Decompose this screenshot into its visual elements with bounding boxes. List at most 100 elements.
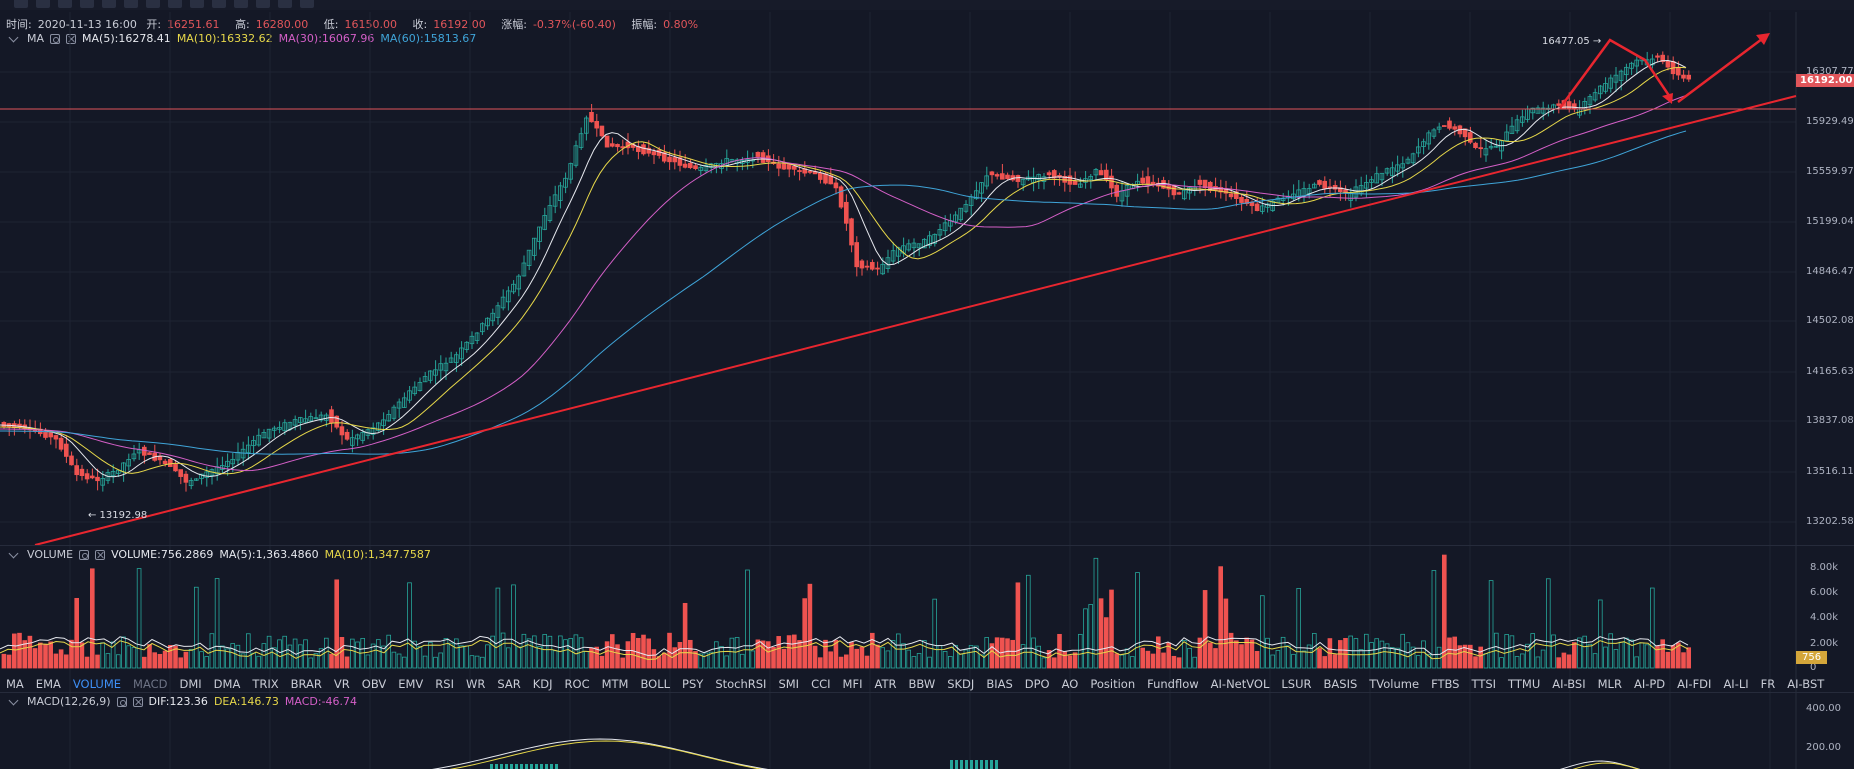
close-icon[interactable] xyxy=(66,33,77,44)
collapse-chevron-icon[interactable] xyxy=(8,695,19,705)
settings-icon[interactable] xyxy=(116,696,127,707)
candle-body xyxy=(516,275,521,290)
tab-ai-bst[interactable]: AI-BST xyxy=(1787,677,1825,691)
volume-bar xyxy=(1468,644,1473,669)
candle-body xyxy=(1015,175,1021,182)
close-icon[interactable] xyxy=(132,696,143,707)
candle-body xyxy=(708,163,714,168)
tab-cci[interactable]: CCI xyxy=(811,677,831,691)
close-icon[interactable] xyxy=(95,549,106,560)
tab-tvolume[interactable]: TVolume xyxy=(1369,677,1420,691)
tab-boll[interactable]: BOLL xyxy=(640,677,671,691)
tab-skdj[interactable]: SKDJ xyxy=(947,677,975,691)
candle-body xyxy=(927,235,932,246)
tab-mtm[interactable]: MTM xyxy=(601,677,629,691)
settings-icon[interactable] xyxy=(79,549,90,560)
candle-body xyxy=(1509,125,1515,134)
tab-psy[interactable]: PSY xyxy=(682,677,704,691)
tab-mlr[interactable]: MLR xyxy=(1597,677,1622,691)
tab-ai-pd[interactable]: AI-PD xyxy=(1633,677,1666,691)
collapse-chevron-icon[interactable] xyxy=(8,548,19,558)
candle-body xyxy=(225,460,230,468)
toolbar-tool-button[interactable] xyxy=(58,0,72,8)
volume-bar xyxy=(349,638,355,669)
candle-body xyxy=(193,478,199,481)
macd-histogram-bar xyxy=(550,764,553,769)
toolbar-tool-button[interactable] xyxy=(168,0,182,8)
candle-body xyxy=(84,473,90,480)
volume-bar xyxy=(193,586,199,669)
candle-body xyxy=(1218,187,1224,193)
pane-divider[interactable] xyxy=(0,545,1854,546)
volume-bar xyxy=(334,579,339,669)
candle-body xyxy=(1338,187,1343,193)
tab-wr[interactable]: WR xyxy=(465,677,486,691)
toolbar-tool-button[interactable] xyxy=(256,0,270,8)
volume-bar xyxy=(1223,598,1229,669)
tab-vr[interactable]: VR xyxy=(333,677,350,691)
tab-ttmu[interactable]: TTMU xyxy=(1508,677,1541,691)
candle-body xyxy=(453,354,459,363)
tab-dmi[interactable]: DMI xyxy=(179,677,202,691)
toolbar-tool-button[interactable] xyxy=(146,0,160,8)
volume-bar xyxy=(734,637,740,669)
toolbar-tool-button[interactable] xyxy=(212,0,226,8)
candle-body xyxy=(1260,205,1265,212)
tab-rsi[interactable]: RSI xyxy=(435,677,454,691)
tab-roc[interactable]: ROC xyxy=(564,677,590,691)
tab-ai-fdi[interactable]: AI-FDI xyxy=(1677,677,1712,691)
tab-bbw[interactable]: BBW xyxy=(908,677,936,691)
tab-trix[interactable]: TRIX xyxy=(252,677,279,691)
tab-fr[interactable]: FR xyxy=(1760,677,1776,691)
candle-body xyxy=(786,164,792,170)
tab-volume[interactable]: VOLUME xyxy=(72,677,122,691)
current-price-tag: 16192.00 xyxy=(1796,74,1854,87)
tab-smi[interactable]: SMI xyxy=(778,677,800,691)
toolbar-tool-button[interactable] xyxy=(102,0,116,8)
tab-obv[interactable]: OBV xyxy=(361,677,387,691)
tab-brar[interactable]: BRAR xyxy=(290,677,322,691)
tab-kdj[interactable]: KDJ xyxy=(532,677,553,691)
candle-body xyxy=(412,386,417,395)
tab-ftbs[interactable]: FTBS xyxy=(1431,677,1460,691)
volume-bar xyxy=(1291,653,1296,669)
tab-dma[interactable]: DMA xyxy=(213,677,241,691)
tab-lsur[interactable]: LSUR xyxy=(1281,677,1312,691)
tab-position[interactable]: Position xyxy=(1090,677,1136,691)
tab-bias[interactable]: BIAS xyxy=(986,677,1013,691)
candle-body xyxy=(958,207,963,221)
volume-bar xyxy=(183,651,189,669)
settings-icon[interactable] xyxy=(50,33,61,44)
volume-bar xyxy=(1312,633,1317,669)
toolbar-tool-button[interactable] xyxy=(190,0,204,8)
tab-ai-netvol[interactable]: AI-NetVOL xyxy=(1210,677,1270,691)
volume-bar xyxy=(1265,637,1270,669)
toolbar-tool-button[interactable] xyxy=(80,0,94,8)
tab-basis[interactable]: BASIS xyxy=(1323,677,1358,691)
tab-ai-li[interactable]: AI-LI xyxy=(1723,677,1749,691)
toolbar-tool-button[interactable] xyxy=(124,0,138,8)
toolbar-tool-button[interactable] xyxy=(234,0,248,8)
tab-emv[interactable]: EMV xyxy=(398,677,424,691)
tab-sar[interactable]: SAR xyxy=(497,677,521,691)
toolbar-tool-button[interactable] xyxy=(278,0,292,8)
candle-body xyxy=(828,175,833,185)
tab-ai-bsi[interactable]: AI-BSI xyxy=(1552,677,1586,691)
tab-atr[interactable]: ATR xyxy=(874,677,897,691)
toolbar-tool-button[interactable] xyxy=(300,0,314,8)
tab-ao[interactable]: AO xyxy=(1061,677,1079,691)
tab-ema[interactable]: EMA xyxy=(35,677,61,691)
toolbar-tool-button[interactable] xyxy=(36,0,50,8)
volume-bar xyxy=(1504,634,1510,669)
tab-fundflow[interactable]: Fundflow xyxy=(1147,677,1199,691)
tab-macd[interactable]: MACD xyxy=(133,677,168,691)
tab-dpo[interactable]: DPO xyxy=(1024,677,1050,691)
tab-ttsi[interactable]: TTSI xyxy=(1471,677,1497,691)
toolbar-tool-button[interactable] xyxy=(14,0,28,8)
tab-ma[interactable]: MA xyxy=(6,677,24,691)
tab-mfi[interactable]: MFI xyxy=(842,677,863,691)
volume-bar xyxy=(1124,648,1130,669)
tab-stochrsi[interactable]: StochRSI xyxy=(715,677,767,691)
pane-divider[interactable] xyxy=(0,692,1854,693)
